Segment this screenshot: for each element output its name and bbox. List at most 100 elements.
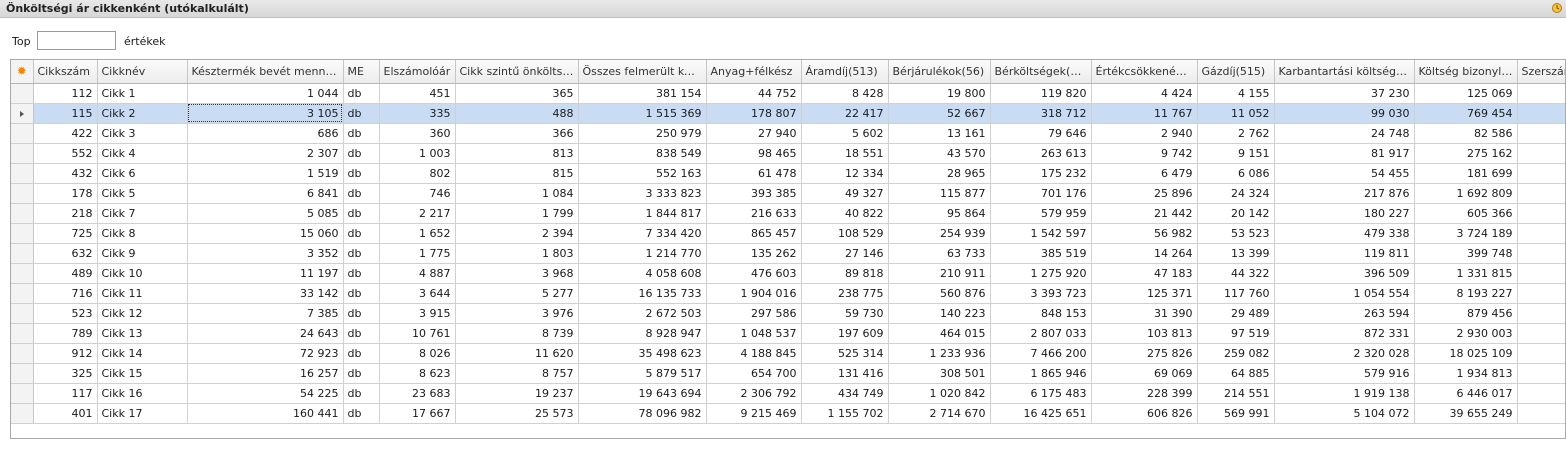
table-cell[interactable]: 432	[33, 163, 98, 184]
table-cell[interactable]: 14 264	[1091, 243, 1198, 264]
table-cell[interactable]: 54 225	[187, 383, 344, 404]
table-row[interactable]: 422 Cikk 3 686 db 360 366 250 979 27 940 5 602 13…	[11, 123, 1565, 144]
table-cell[interactable]: 178 807	[706, 103, 802, 124]
row-indicator[interactable]	[11, 83, 34, 104]
table-cell[interactable]: 103 813	[1091, 323, 1198, 344]
table-cell[interactable]: 25 896	[1091, 183, 1198, 204]
table-cell[interactable]: 381 154	[578, 83, 707, 104]
table-cell[interactable]: 3 333 823	[578, 183, 707, 204]
table-cell[interactable]: 218	[33, 203, 98, 224]
column-header[interactable]: Értékcsökkenés(57)	[1091, 60, 1198, 84]
row-indicator[interactable]	[11, 383, 34, 404]
table-cell[interactable]: 2 320 028	[1274, 343, 1415, 364]
column-header[interactable]: Késztermék bevét mennyisége	[187, 60, 344, 84]
table-cell[interactable]: Cikk 10	[97, 263, 188, 284]
table-cell[interactable]: 365	[455, 83, 579, 104]
table-cell[interactable]: 1 803	[455, 243, 579, 264]
table-cell[interactable]: Cikk 3	[97, 123, 188, 144]
table-cell[interactable]: 89 818	[801, 263, 889, 284]
row-indicator[interactable]	[11, 223, 34, 244]
table-cell[interactable]: 56 982	[1091, 223, 1198, 244]
column-header[interactable]: Cikk szintű önköltség ...	[455, 60, 579, 84]
table-row[interactable]: 912 Cikk 14 72 923 db 8 026 11 620 35 498 623 4…	[11, 343, 1565, 364]
table-cell[interactable]: db	[343, 183, 380, 204]
row-indicator[interactable]	[11, 243, 34, 264]
table-row[interactable]: 716 Cikk 11 33 142 db 3 644 5 277 16 135 733 1 …	[11, 283, 1565, 304]
table-cell[interactable]: 254 939	[888, 223, 991, 244]
table-cell[interactable]: 912	[33, 343, 98, 364]
data-grid[interactable]: ✹ Cikkszám Cikknév Késztermék bevét mennyis…	[10, 59, 1566, 439]
table-cell[interactable]: db	[343, 243, 380, 264]
table-cell[interactable]: 112	[33, 83, 98, 104]
column-header[interactable]: ME	[343, 60, 380, 84]
table-cell[interactable]: 15 060	[187, 223, 344, 244]
table-cell[interactable]: 8 757	[455, 363, 579, 384]
table-cell[interactable]: 479 338	[1274, 223, 1415, 244]
table-cell[interactable]: 54 455	[1274, 163, 1415, 184]
table-cell[interactable]: 2 930 003	[1414, 323, 1518, 344]
table-cell[interactable]: 813	[455, 143, 579, 164]
column-header[interactable]: Összes felmerült költség	[578, 60, 707, 84]
table-cell[interactable]: 422	[33, 123, 98, 144]
table-cell[interactable]: Cikk 2	[97, 103, 188, 124]
table-cell[interactable]: 18 025 109	[1414, 343, 1518, 364]
table-cell[interactable]: 19 643 694	[578, 383, 707, 404]
table-cell[interactable]: 3 393 723	[990, 283, 1092, 304]
table-cell[interactable]: 579 959	[990, 203, 1092, 224]
table-cell[interactable]: Cikk 13	[97, 323, 188, 344]
table-cell[interactable]: 4 155	[1197, 83, 1275, 104]
table-cell[interactable]: 8 428	[801, 83, 889, 104]
table-cell[interactable]: 3 976	[455, 303, 579, 324]
table-cell[interactable]: 210 911	[888, 263, 991, 284]
table-cell[interactable]: 6 841	[187, 183, 344, 204]
table-cell[interactable]: 3 724 189	[1414, 223, 1518, 244]
table-cell[interactable]: db	[343, 203, 380, 224]
table-cell[interactable]: 523	[33, 303, 98, 324]
table-cell[interactable]: 769 454	[1414, 103, 1518, 124]
table-cell[interactable]: 119 820	[990, 83, 1092, 104]
table-cell[interactable]: 815	[455, 163, 579, 184]
table-cell[interactable]: 25 573	[455, 403, 579, 424]
table-cell[interactable]: 434 749	[801, 383, 889, 404]
table-cell[interactable]: 275 826	[1091, 343, 1198, 364]
table-cell[interactable]: 489	[33, 263, 98, 284]
table-cell[interactable]: 95 864	[888, 203, 991, 224]
table-cell[interactable]: 1 519	[187, 163, 344, 184]
table-cell[interactable]: 16 135 733	[578, 283, 707, 304]
column-header[interactable]: Szerszám	[1517, 60, 1565, 84]
table-cell[interactable]: 97 519	[1197, 323, 1275, 344]
table-cell[interactable]: 11 767	[1091, 103, 1198, 124]
table-cell[interactable]: 488	[455, 103, 579, 124]
table-cell[interactable]: 259 082	[1197, 343, 1275, 364]
table-cell[interactable]: 24 643	[187, 323, 344, 344]
column-header[interactable]: Karbantartási költség(524)	[1274, 60, 1415, 84]
table-cell[interactable]: 16 425 651	[990, 403, 1092, 424]
table-cell[interactable]: 1 652	[379, 223, 456, 244]
table-cell[interactable]: 838 549	[578, 143, 707, 164]
table-cell[interactable]: 8 928 947	[578, 323, 707, 344]
table-cell[interactable]: 451	[379, 83, 456, 104]
table-cell[interactable]: Cikk 1	[97, 83, 188, 104]
table-cell[interactable]: 125 069	[1414, 83, 1518, 104]
table-cell[interactable]: 464 015	[888, 323, 991, 344]
table-cell[interactable]: 275 162	[1414, 143, 1518, 164]
table-cell[interactable]: 716	[33, 283, 98, 304]
table-cell[interactable]: db	[343, 103, 380, 124]
table-cell[interactable]: 13 399	[1197, 243, 1275, 264]
table-row[interactable]: 523 Cikk 12 7 385 db 3 915 3 976 2 672 503 297 …	[11, 303, 1565, 324]
table-cell[interactable]: 4 188 845	[706, 343, 802, 364]
table-cell[interactable]: db	[343, 83, 380, 104]
table-cell[interactable]: 560 876	[888, 283, 991, 304]
table-cell[interactable]: 175 232	[990, 163, 1092, 184]
table-cell[interactable]: 1 155 702	[801, 403, 889, 424]
table-cell[interactable]: 10 761	[379, 323, 456, 344]
table-cell[interactable]: 9 215 469	[706, 403, 802, 424]
table-row[interactable]: 325 Cikk 15 16 257 db 8 623 8 757 5 879 517 654…	[11, 363, 1565, 384]
table-cell[interactable]: 360	[379, 123, 456, 144]
table-cell[interactable]: 2 394	[455, 223, 579, 244]
column-header[interactable]: Bérjárulékok(56)	[888, 60, 991, 84]
table-row[interactable]: 117 Cikk 16 54 225 db 23 683 19 237 19 643 694…	[11, 383, 1565, 404]
